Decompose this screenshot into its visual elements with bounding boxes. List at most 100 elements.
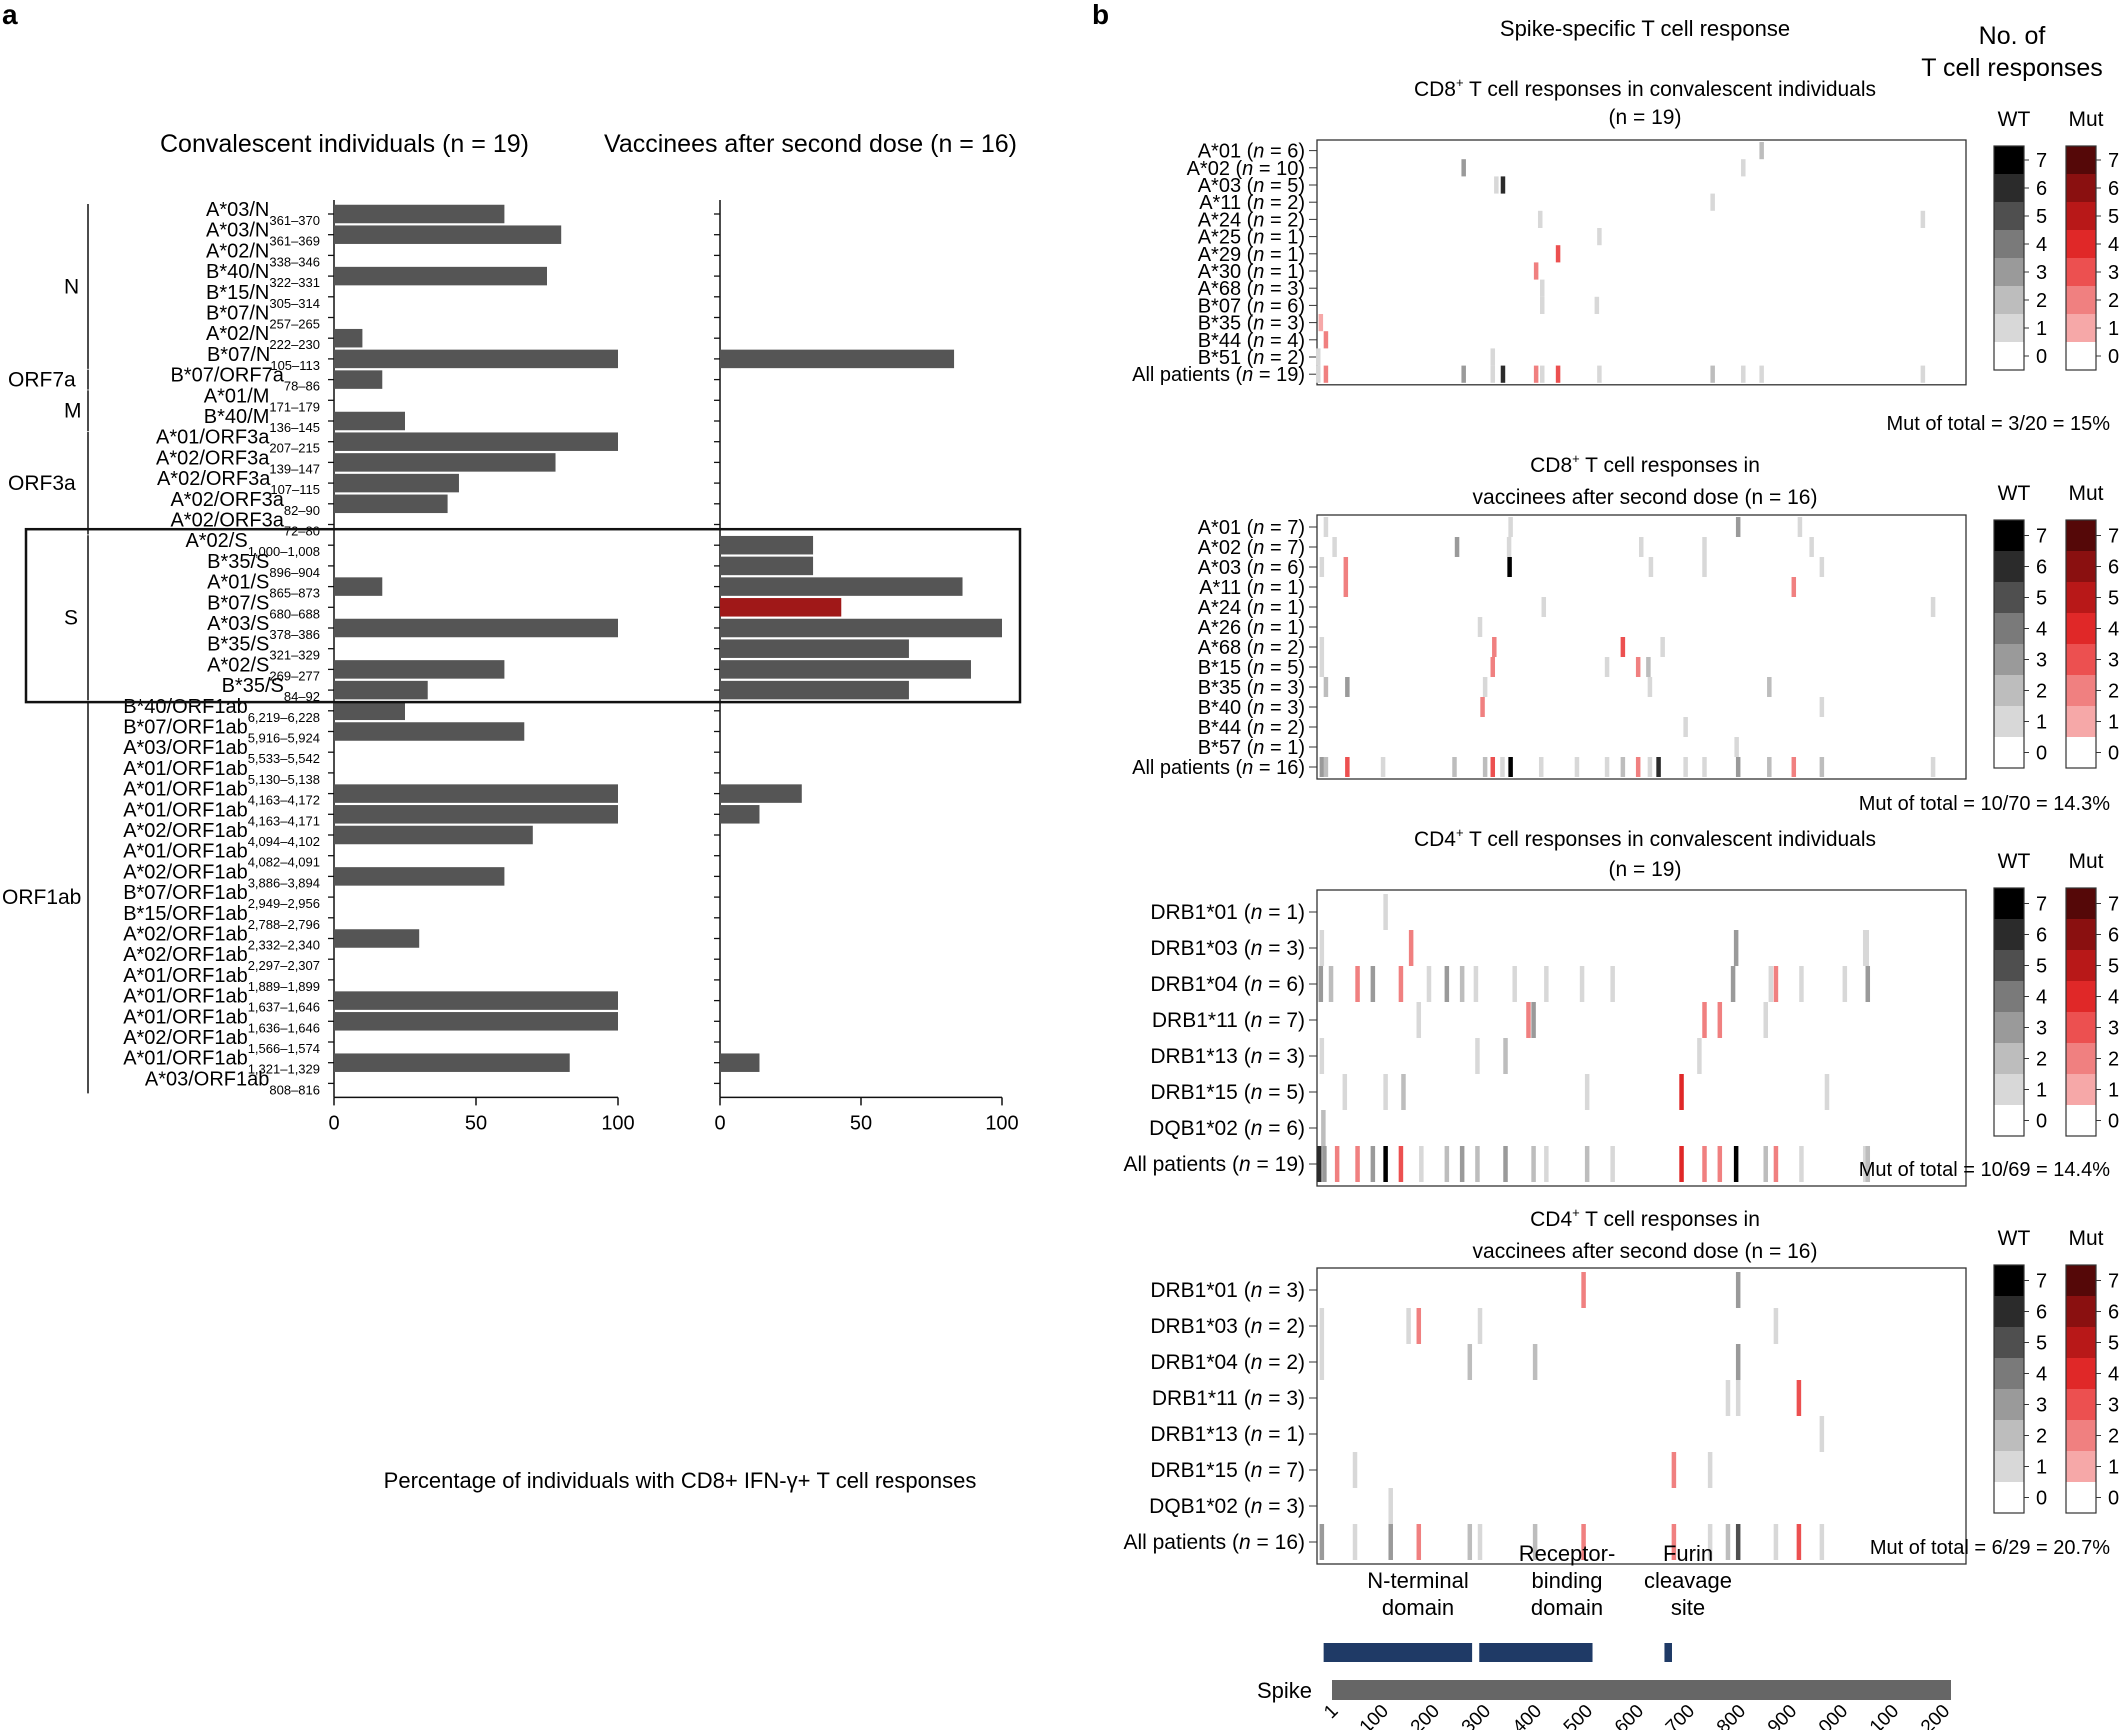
legend-swatch	[1994, 520, 2024, 551]
heatmap-row-label: A*30 (n = 1)	[1198, 261, 1305, 283]
legend-header: Mut	[2068, 108, 2103, 131]
legend-swatch	[1994, 258, 2024, 286]
wt-response-cell	[1328, 966, 1334, 1002]
category-label: A*02/S269–277	[207, 654, 320, 683]
heatmap-row-label: All patients (n = 19)	[1123, 1153, 1305, 1176]
legend-swatch	[1994, 1296, 2024, 1327]
legend-header: Mut	[2068, 482, 2103, 505]
legend-frame	[1993, 145, 2025, 371]
mut-response-cell	[1555, 245, 1561, 263]
panel-b-label: b	[1092, 0, 1109, 30]
ntd-label: domain	[1382, 1595, 1454, 1620]
legend-swatch	[2066, 1074, 2096, 1105]
wt-response-cell	[1646, 657, 1651, 677]
wt-response-cell	[1842, 966, 1848, 1002]
wt-response-cell	[1319, 657, 1325, 677]
legend-level-label: 0	[2108, 1111, 2119, 1133]
heatmap-row-label: B*44 (n = 4)	[1198, 330, 1305, 352]
legend-swatch	[1994, 950, 2024, 981]
mut-response-cell	[1671, 1524, 1677, 1560]
legend-level-label: 6	[2036, 178, 2047, 200]
spike-position-tick: 200	[1407, 1701, 1444, 1730]
wt-response-cell	[1490, 365, 1496, 383]
legend-swatch	[2066, 1265, 2096, 1296]
heatmap-row-label: B*07 (n = 6)	[1198, 295, 1305, 317]
wt-response-cell	[1735, 1524, 1741, 1560]
mut-response-cell	[1702, 1002, 1707, 1038]
heatmap-row-label: DRB1*04 (n = 6)	[1150, 973, 1305, 996]
legend-level-label: 6	[2108, 1302, 2119, 1324]
spike-position-tick: 800	[1713, 1701, 1750, 1730]
x-tick-label: 100	[985, 1112, 1018, 1134]
heatmap-row-label: B*15 (n = 5)	[1198, 657, 1305, 679]
heatmap-3: CD4+ T cell responses in convalescent in…	[1123, 825, 2119, 1187]
wt-response-cell	[1697, 1038, 1702, 1074]
legend-level-label: 0	[2108, 743, 2119, 765]
wt-response-cell	[1604, 757, 1610, 777]
legend-swatch	[1994, 1420, 2024, 1451]
legend-level-label: 6	[2108, 557, 2119, 579]
wt-response-cell	[1323, 517, 1329, 537]
mut-response-cell	[1620, 637, 1626, 657]
legend-level-label: 2	[2108, 290, 2119, 312]
legend-level-label: 1	[2036, 318, 2047, 340]
legend-swatch	[2066, 706, 2096, 737]
rbd-domain-bar	[1479, 1643, 1593, 1662]
mut-response-cell	[1345, 757, 1350, 777]
group-label: M	[64, 400, 82, 423]
legend-title-line: No. of	[1979, 22, 2046, 50]
ntd-domain-bar	[1323, 1643, 1473, 1662]
bar-vaccinee	[720, 598, 842, 617]
wt-response-cell	[1741, 159, 1746, 177]
heatmap-row-label: DRB1*13 (n = 1)	[1150, 1423, 1305, 1446]
wt-response-cell	[1507, 557, 1512, 577]
spike-position-tick: 900	[1764, 1701, 1801, 1730]
category-label: A*02/S1,000–1,008	[185, 530, 320, 559]
mut-response-cell	[1355, 1146, 1360, 1182]
wt-response-cell	[1797, 517, 1803, 537]
wt-response-cell	[1768, 966, 1774, 1002]
heatmap-title: CD8+ T cell responses in convalescent in…	[1414, 75, 1876, 101]
legend-swatch	[2066, 582, 2096, 613]
heatmap-row-label: A*29 (n = 1)	[1198, 244, 1305, 266]
wt-response-cell	[1388, 1488, 1393, 1524]
wt-response-cell	[1710, 365, 1715, 383]
legend-swatch	[2066, 258, 2096, 286]
wt-response-cell	[1508, 517, 1513, 537]
wt-response-cell	[1352, 1452, 1358, 1488]
wt-response-cell	[1352, 1524, 1358, 1560]
category-label: A*01/ORF3a207–215	[156, 427, 320, 456]
heatmap-footer: Mut of total = 3/20 = 15%	[1887, 413, 2111, 435]
legend-level-label: 2	[2036, 1049, 2047, 1071]
category-label: A*03/N361–370	[206, 199, 320, 228]
wt-response-cell	[1477, 1524, 1483, 1560]
legend-level-label: 7	[2036, 894, 2047, 916]
wt-response-cell	[1482, 677, 1488, 697]
rbd-label: binding	[1532, 1568, 1603, 1593]
bar-convalescent	[334, 411, 405, 431]
spike-position-tick: 100	[1356, 1701, 1393, 1730]
legend-level-label: 1	[2036, 712, 2047, 734]
wt-response-cell	[1819, 757, 1825, 777]
legend-swatch	[1994, 706, 2024, 737]
heatmap-row-label: B*40 (n = 3)	[1198, 697, 1305, 719]
mut-response-cell	[1323, 331, 1329, 349]
spike-label: Spike	[1257, 1678, 1312, 1703]
category-label: A*01/ORF1ab5,130–5,138	[123, 758, 320, 787]
legend-level-label: 3	[2036, 262, 2047, 284]
wt-response-cell	[1733, 930, 1739, 966]
bar-convalescent	[334, 867, 505, 886]
mut-response-cell	[1490, 657, 1496, 677]
legend-swatch	[1994, 613, 2024, 644]
legend-level-label: 0	[2036, 1111, 2047, 1133]
wt-response-cell	[1864, 930, 1870, 966]
legend-swatch	[1994, 1265, 2024, 1296]
wt-response-cell	[1318, 966, 1324, 1002]
legend-swatch	[2066, 888, 2096, 919]
wt-response-cell	[1638, 537, 1644, 557]
mut-response-cell	[1635, 657, 1641, 677]
legend-level-label: 0	[2036, 346, 2047, 368]
heatmap-title: vaccinees after second dose (n = 16)	[1473, 1240, 1818, 1263]
wt-response-cell	[1930, 597, 1936, 617]
